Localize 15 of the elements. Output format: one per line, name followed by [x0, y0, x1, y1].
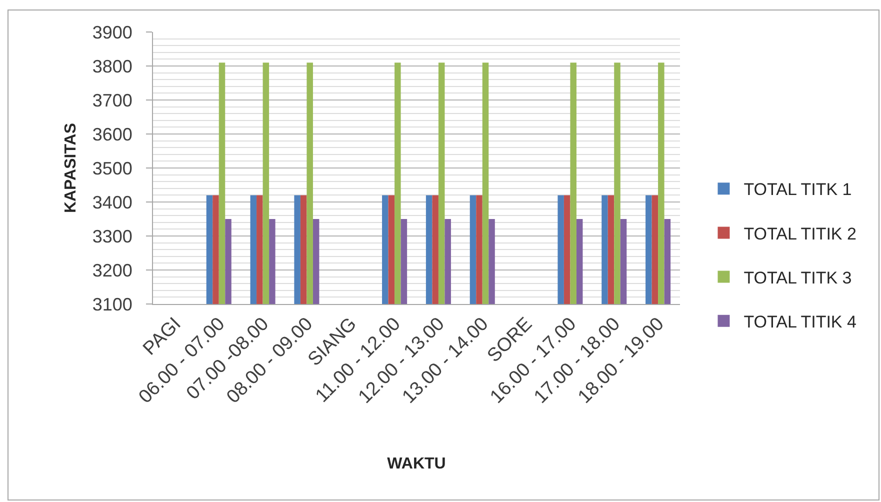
- y-tick-label: 3600: [92, 124, 132, 144]
- y-tick-label: 3700: [92, 90, 132, 110]
- y-tick-label: 3900: [92, 22, 132, 42]
- legend-label: TOTAL TITK 1: [744, 180, 852, 200]
- y-tick-label: 3800: [92, 56, 132, 76]
- x-axis-title: WAKTU: [387, 455, 446, 472]
- legend-label: TOTAL TITK 3: [744, 268, 852, 288]
- legend-label: TOTAL TITIK 2: [744, 224, 856, 244]
- y-tick-label: 3300: [92, 226, 132, 246]
- y-tick-label: 3200: [92, 260, 132, 280]
- legend-label: TOTAL TITIK 4: [744, 312, 856, 332]
- y-tick-label: 3100: [92, 294, 132, 314]
- y-tick-label: 3500: [92, 158, 132, 178]
- y-axis-title: KAPASITAS: [62, 122, 80, 214]
- y-tick-label: 3400: [92, 192, 132, 212]
